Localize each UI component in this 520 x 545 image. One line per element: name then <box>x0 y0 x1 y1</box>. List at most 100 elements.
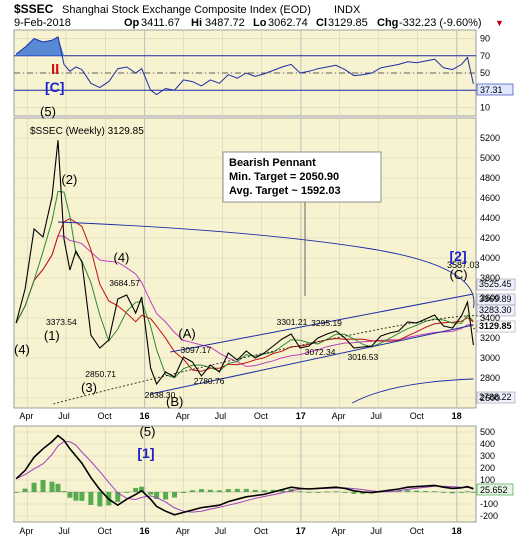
x-tick-label: Oct <box>254 411 269 421</box>
macd-tick-label: -100 <box>480 499 498 509</box>
macd-wave-label: (5) <box>140 424 156 439</box>
macd-histogram-bar <box>216 490 222 492</box>
macd-histogram-bar <box>423 491 429 492</box>
macd-histogram-bar <box>450 492 456 494</box>
macd-histogram-bar <box>464 491 470 493</box>
price-point-label: 3072.34 <box>305 347 336 357</box>
x-tick-label: 17 <box>296 411 306 421</box>
macd-tick-label: 200 <box>480 463 495 473</box>
price-tick-label: 4400 <box>480 213 500 223</box>
annotation-line1: Min. Target = 2050.90 <box>229 171 339 183</box>
price-tick-label: 3200 <box>480 333 500 343</box>
macd-histogram-bar <box>441 492 447 493</box>
right-price-label: 2788.22 <box>479 392 512 402</box>
macd-histogram-bar <box>342 492 348 493</box>
wave-label: (A) <box>178 326 195 341</box>
price-point-label: 3684.57 <box>109 278 140 288</box>
price-point-label: 3373.54 <box>46 317 77 327</box>
price-line <box>15 140 474 386</box>
macd-histogram-bar <box>207 489 213 492</box>
rsi-tick-label: 50 <box>480 68 490 78</box>
rsi-tick-label: 90 <box>480 34 490 44</box>
x-tick-label: Jul <box>215 526 227 536</box>
macd-histogram-bar <box>139 486 145 492</box>
wave-label: (B) <box>166 394 183 409</box>
price-point-label: 2780.76 <box>194 376 225 386</box>
macd-tick-label: 300 <box>480 451 495 461</box>
macd-signal-line <box>15 441 474 513</box>
wave-label: (2) <box>61 172 77 187</box>
envelope-upper <box>57 221 475 309</box>
ma-dotted-line <box>53 315 486 405</box>
macd-histogram-bar <box>88 492 94 505</box>
right-price-label: 3129.85 <box>479 321 512 331</box>
wave-label: (4) <box>14 342 30 357</box>
macd-histogram-bar <box>360 492 366 494</box>
price-tick-label: 4000 <box>480 253 500 263</box>
macd-histogram-bar <box>306 492 312 493</box>
price-tick-label: 4200 <box>480 233 500 243</box>
x-tick-label: Jul <box>370 411 382 421</box>
macd-panel <box>13 425 477 523</box>
x-tick-label: Oct <box>254 526 269 536</box>
high-value: 3487.72 <box>205 17 245 29</box>
open-label: Op <box>124 17 140 29</box>
macd-histogram-bar <box>49 481 55 492</box>
right-price-tag: 3587.03 <box>447 260 480 270</box>
macd-tick-label: 100 <box>480 475 495 485</box>
macd-line <box>15 434 474 516</box>
price-point-label: 3097.17 <box>181 345 212 355</box>
price-tick-label: 4600 <box>480 193 500 203</box>
macd-histogram-bar <box>31 482 37 492</box>
macd-histogram-bar <box>198 489 204 492</box>
macd-histogram-bar <box>432 491 438 493</box>
change-value: -332.23 (-9.60%) <box>399 17 482 29</box>
macd-histogram-bar <box>163 492 169 500</box>
macd-current-tag: 25.652 <box>476 483 514 496</box>
x-tick-label: 18 <box>452 526 462 536</box>
wave-label: (4) <box>113 250 129 265</box>
rsi-line <box>15 36 474 96</box>
macd-histogram-bar <box>243 488 249 492</box>
macd-histogram-bar <box>181 492 187 493</box>
macd-histogram-bar <box>22 488 28 492</box>
macd-tick-label: 500 <box>480 427 495 437</box>
rsi-tick-label: 10 <box>480 102 490 112</box>
macd-tick-label: 400 <box>480 439 495 449</box>
price-tick-label: 4800 <box>480 173 500 183</box>
x-tick-label: 16 <box>139 411 149 421</box>
macd-histogram-bar <box>67 492 73 498</box>
x-tick-label: 17 <box>296 526 306 536</box>
macd-histogram-bar <box>225 489 231 492</box>
macd-histogram-bar <box>40 480 46 492</box>
price-point-label: 2850.71 <box>85 369 116 379</box>
rsi-current-tag: 37.31 <box>476 83 514 96</box>
right-price-tag: 2788.22 <box>476 391 516 404</box>
right-price-label: 3525.45 <box>479 279 512 289</box>
axis-layer: Apr Apr Jul Jul Oct Oct 16 16 Apr Apr Jul Jul Oct Oct… <box>19 34 500 536</box>
wave-label: (3) <box>81 380 97 395</box>
header-name: Shanghai Stock Exchange Composite Index … <box>62 4 311 16</box>
x-tick-label: Oct <box>98 526 113 536</box>
change-label: Chg <box>377 17 398 29</box>
price-tick-label: 2800 <box>480 373 500 383</box>
x-tick-label: Apr <box>19 526 33 536</box>
wave-label: (C) <box>450 267 468 282</box>
x-tick-label: Jul <box>58 526 70 536</box>
macd-histogram-bar <box>13 492 19 493</box>
high-label: Hi <box>191 17 202 29</box>
header-ohlc: Op 3411.67 Hi 3487.72 Lo 3062.74 Cl 3129… <box>124 17 504 29</box>
price-point-label: 3016.53 <box>347 352 378 362</box>
macd-histogram-bar <box>279 489 285 492</box>
macd-histogram-bar <box>324 491 330 493</box>
right-price-tag: 3283.30 <box>476 304 516 317</box>
macd-histogram-bar <box>61 491 67 492</box>
price-tick-label: 3000 <box>480 353 500 363</box>
x-tick-label: Jul <box>215 411 227 421</box>
wave-label: (5) <box>40 104 56 119</box>
macd-histogram-bar <box>315 492 321 493</box>
x-tick-label: Apr <box>19 411 33 421</box>
header-symbol: $SSEC <box>14 2 54 16</box>
open-value: 3411.67 <box>141 17 180 29</box>
